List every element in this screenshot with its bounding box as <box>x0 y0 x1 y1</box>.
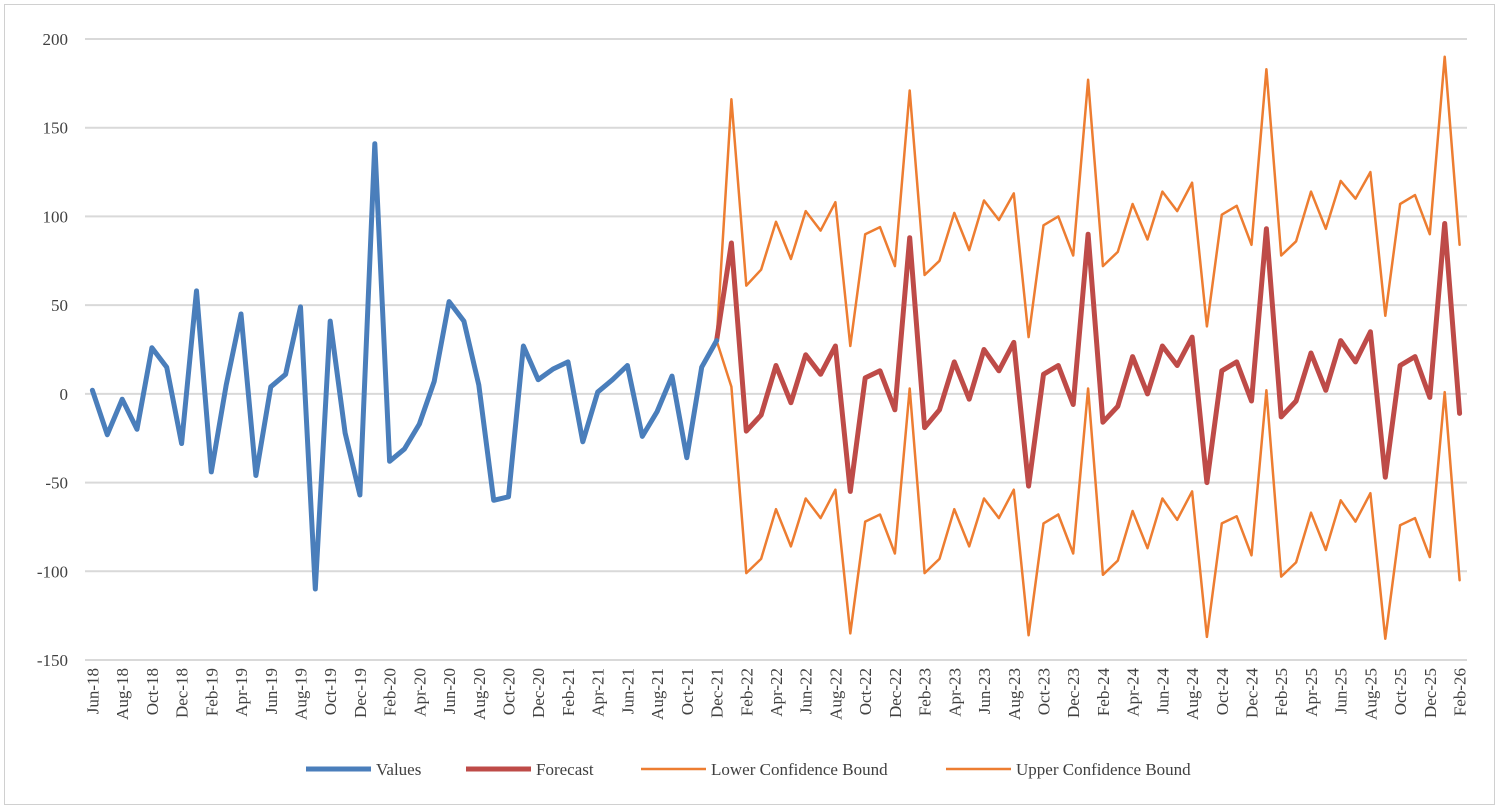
series-line-values <box>89 141 720 592</box>
series-lines <box>89 55 1463 640</box>
x-tick-label: Feb-23 <box>916 668 935 716</box>
series-line-upper-confidence-bound <box>715 55 1461 348</box>
y-tick-label: -150 <box>37 651 68 670</box>
x-tick-label: Oct-20 <box>500 668 519 715</box>
x-axis-ticks: Jun-18 Aug-18 Oct-18 Dec-18 Feb-19 Apr-19 Jun-… <box>83 668 1469 720</box>
x-tick-label: Dec-25 <box>1421 668 1440 718</box>
x-tick-label: Aug-23 <box>1005 668 1024 720</box>
y-tick-label: 50 <box>51 296 68 315</box>
x-tick-label: Dec-20 <box>529 668 548 718</box>
legend-label: Lower Confidence Bound <box>711 760 888 779</box>
x-tick-label: Feb-25 <box>1272 668 1291 716</box>
x-tick-label: Oct-22 <box>856 668 875 715</box>
x-tick-label: Apr-23 <box>945 668 964 717</box>
series-line-lower-confidence-bound <box>715 339 1461 640</box>
x-tick-label: Aug-20 <box>470 668 489 720</box>
x-tick-label: Oct-19 <box>321 668 340 715</box>
x-tick-label: Aug-25 <box>1361 668 1380 720</box>
x-tick-label: Dec-23 <box>1064 668 1083 718</box>
x-tick-label: Apr-21 <box>589 668 608 717</box>
x-tick-label: Feb-20 <box>381 668 400 716</box>
y-tick-label: 0 <box>60 385 69 404</box>
x-tick-label: Jun-21 <box>618 668 637 714</box>
x-tick-label: Feb-21 <box>559 668 578 716</box>
x-tick-label: Oct-18 <box>143 668 162 715</box>
x-tick-label: Jun-20 <box>440 668 459 714</box>
y-tick-label: 150 <box>43 119 69 138</box>
x-tick-label: Jun-18 <box>83 668 102 714</box>
chart-frame <box>4 4 1495 805</box>
legend: Values Forecast Lower Confidence Bound Uppe… <box>306 760 1191 779</box>
y-tick-label: 200 <box>43 30 69 49</box>
x-tick-label: Dec-24 <box>1243 668 1262 719</box>
series-line-forecast <box>714 221 1463 494</box>
x-tick-label: Oct-24 <box>1213 668 1232 716</box>
x-tick-label: Feb-24 <box>1094 668 1113 717</box>
x-tick-label: Feb-22 <box>737 668 756 716</box>
legend-label: Forecast <box>536 760 594 779</box>
x-tick-label: Aug-21 <box>648 668 667 720</box>
y-tick-label: 100 <box>43 207 69 226</box>
x-tick-label: Apr-25 <box>1302 668 1321 717</box>
x-tick-label: Dec-22 <box>886 668 905 718</box>
x-tick-label: Jun-25 <box>1332 668 1351 714</box>
x-tick-label: Dec-18 <box>173 668 192 718</box>
y-axis-ticks: 200 150 100 50 0 -50 -100 -150 <box>37 30 68 670</box>
x-tick-label: Dec-19 <box>351 668 370 718</box>
x-tick-label: Feb-26 <box>1451 668 1470 716</box>
x-tick-label: Apr-19 <box>232 668 251 717</box>
x-tick-label: Jun-23 <box>975 668 994 714</box>
x-tick-label: Jun-22 <box>797 668 816 714</box>
gridlines <box>85 38 1467 661</box>
x-tick-label: Oct-25 <box>1391 668 1410 715</box>
x-tick-label: Apr-20 <box>410 668 429 717</box>
legend-label: Values <box>376 760 421 779</box>
x-tick-label: Oct-23 <box>1034 668 1053 715</box>
x-tick-label: Apr-22 <box>767 668 786 717</box>
x-tick-label: Aug-22 <box>826 668 845 720</box>
x-tick-label: Oct-21 <box>678 668 697 715</box>
x-tick-label: Aug-24 <box>1183 668 1202 720</box>
legend-label: Upper Confidence Bound <box>1016 760 1191 779</box>
x-tick-label: Aug-18 <box>113 668 132 720</box>
x-tick-label: Dec-21 <box>708 668 727 718</box>
x-tick-label: Jun-24 <box>1153 668 1172 715</box>
y-tick-label: -100 <box>37 562 68 581</box>
y-tick-label: -50 <box>45 474 68 493</box>
x-tick-label: Feb-19 <box>202 668 221 716</box>
x-tick-label: Apr-24 <box>1124 668 1143 717</box>
x-tick-label: Aug-19 <box>291 668 310 720</box>
x-tick-label: Jun-19 <box>262 668 281 714</box>
